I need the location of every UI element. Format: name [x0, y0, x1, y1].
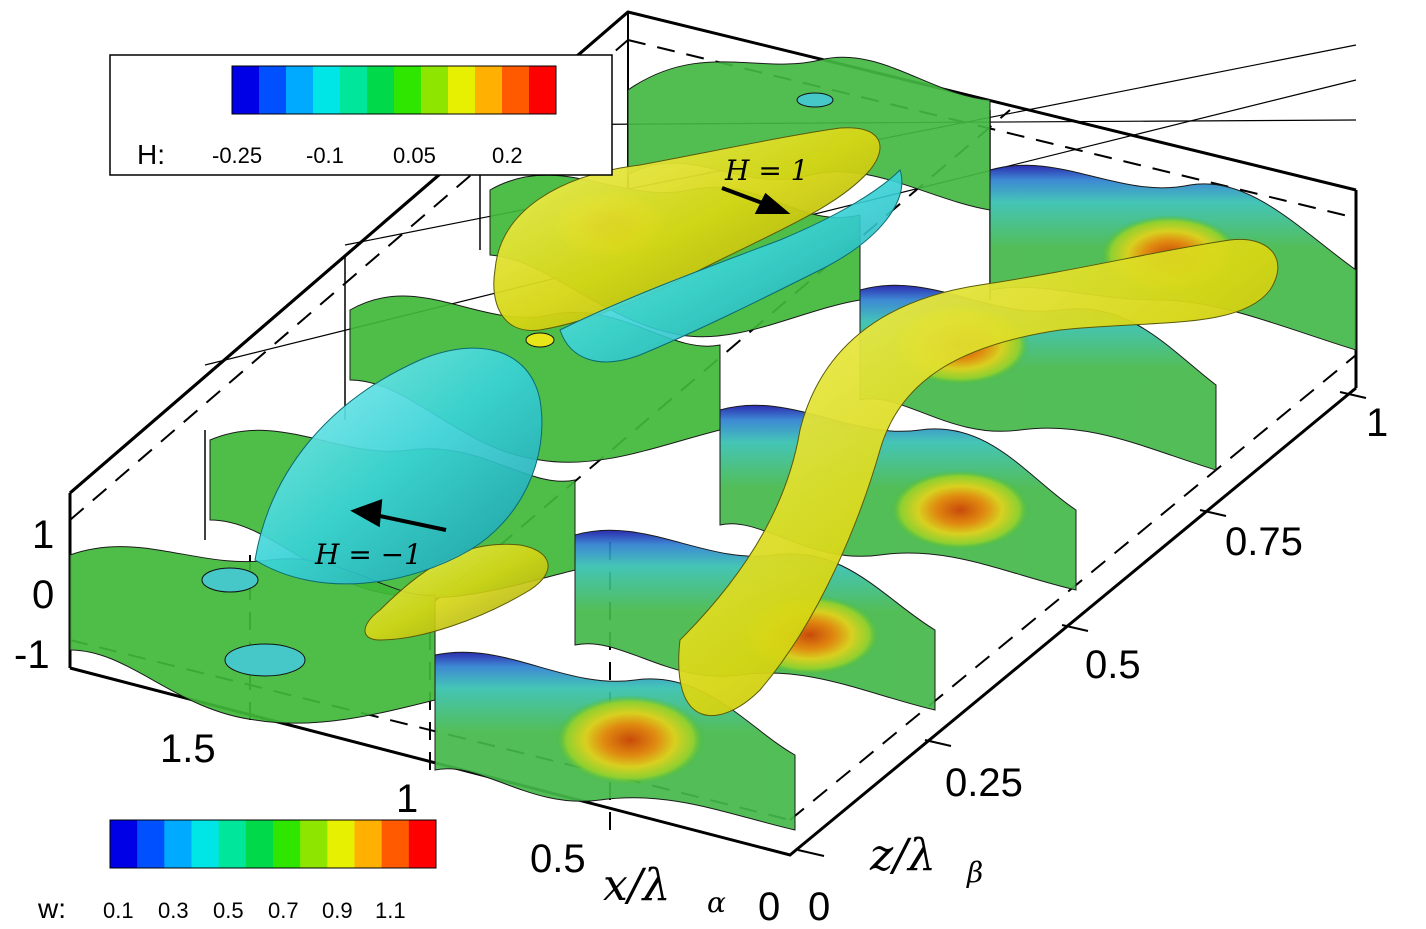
x-tick-0: 0 [758, 885, 780, 929]
colorbar-h-tick-2: 0.05 [393, 143, 436, 168]
colorbar-w-swatch-9 [354, 820, 383, 868]
box-axis-mark-4 [924, 739, 952, 747]
cyan-spot-2 [201, 567, 259, 593]
h-negative-label: H = −1 [314, 538, 422, 571]
z-axis-label-sub: β [966, 856, 983, 889]
colorbar-h-swatch-1 [259, 66, 287, 114]
colorbar-w-swatch-4 [218, 820, 247, 868]
colorbar-h-swatch-5 [367, 66, 395, 114]
colorbar-h-swatch-4 [340, 66, 368, 114]
x-tick-1: 1 [396, 777, 418, 821]
colorbar-w-swatch-frame [109, 819, 437, 869]
colorbar-w-tick-4: 0.9 [322, 898, 353, 923]
colorbar-h-swatch-8 [448, 66, 476, 114]
yellow-tube-long [678, 238, 1279, 717]
hotspot-mid [890, 470, 1030, 550]
box-bottom-front-edge [69, 386, 1357, 857]
colorbar-w-tick-0: 0.1 [103, 898, 134, 923]
colorbar-h-legend: H: -0.25 -0.1 0.05 0.2 [109, 54, 613, 176]
x-tick-1-5: 1.5 [160, 727, 216, 771]
colorbar-w-swatch-10 [381, 820, 410, 868]
y-tick-0: 0 [32, 573, 54, 617]
arrow-pos-shaft [721, 186, 766, 206]
colorbar-h-tick-3: 0.2 [492, 143, 523, 168]
vorticity-arrows [350, 186, 791, 532]
y-tick-1: 1 [32, 513, 54, 557]
colorbar-w-swatch-8 [327, 820, 355, 868]
colorbar-w-tick-2: 0.5 [213, 898, 244, 923]
cyan-spot-3 [796, 92, 834, 108]
z-axis-label: z/λ β [869, 830, 983, 889]
colorbar-h-swatch-3 [313, 66, 341, 114]
vortex-tubes [254, 127, 1279, 717]
colorbar-w-swatch-7 [300, 820, 328, 868]
y-tick-neg1: -1 [14, 633, 50, 677]
z-tick-0-25: 0.25 [945, 761, 1023, 805]
colorbar-h-swatch-7 [421, 66, 449, 114]
colorbar-h-tick-0: -0.25 [212, 143, 262, 168]
colorbar-h-swatches [231, 65, 557, 115]
colorbar-w-swatch-11 [408, 820, 437, 868]
h-positive-label: H = 1 [724, 154, 809, 187]
z-tick-0-75: 0.75 [1225, 520, 1303, 564]
colorbar-w-swatches [109, 819, 437, 869]
box-axis-mark-2 [1199, 509, 1227, 517]
x-tick-0-5: 0.5 [530, 837, 586, 881]
arrow-pos-head [754, 192, 791, 214]
colorbar-w-swatch-0 [110, 820, 138, 868]
z-axis-ticks: 0 0.25 0.5 0.75 1 [808, 401, 1388, 929]
box-axis-mark-5 [797, 849, 825, 857]
x-axis-label-sub: α [707, 886, 726, 919]
x-axis-label: x/λ α [603, 860, 726, 919]
x-axis-ticks: 0 0.5 1 1.5 [160, 727, 780, 929]
yellow-spot-1 [525, 332, 555, 348]
z-tick-0-5: 0.5 [1085, 643, 1141, 687]
colorbar-w-tick-1: 0.3 [158, 898, 189, 923]
colorbar-w-swatch-5 [245, 820, 274, 868]
colorbar-w-swatch-6 [273, 820, 301, 868]
colorbar-h-swatch-9 [475, 66, 503, 114]
colorbar-h-swatch-11 [529, 66, 557, 114]
colorbar-h-swatch-frame [231, 65, 557, 115]
colorbar-h-swatch-10 [502, 66, 530, 114]
colorbar-w-swatch-2 [164, 820, 192, 868]
z-tick-0: 0 [808, 885, 830, 929]
yellow-tube-upper [493, 127, 881, 331]
cyan-spot-1 [224, 643, 306, 677]
colorbar-h-tick-1: -0.1 [306, 143, 344, 168]
colorbar-h-swatch-0 [232, 66, 260, 114]
cyan-tube-upper [559, 169, 903, 363]
z-tick-1: 1 [1366, 401, 1388, 445]
colorbar-h-swatch-6 [394, 66, 422, 114]
colorbar-w-title: w: [37, 893, 66, 924]
hotspot-front [555, 695, 705, 785]
colorbar-w-legend: w: 0.1 0.3 0.5 0.7 0.9 1.1 [37, 819, 437, 924]
cyan-tube-lower [254, 347, 543, 585]
z-axis-label-main: z/λ [869, 830, 936, 881]
colorbar-h-swatch-2 [286, 66, 314, 114]
arrow-neg-shaft [374, 513, 447, 532]
x-axis-label-main: x/λ [603, 860, 671, 911]
colorbar-w-tick-5: 1.1 [375, 898, 406, 923]
colorbar-w-swatch-3 [191, 820, 220, 868]
arrow-neg-head [350, 499, 383, 528]
colorbar-w-swatch-1 [137, 820, 165, 868]
y-axis-ticks: 1 0 -1 [14, 513, 54, 677]
colorbar-h-title: H: [137, 139, 165, 170]
colorbar-w-tick-3: 0.7 [268, 898, 299, 923]
box-axis-mark-1 [1339, 391, 1367, 399]
box-axis-mark-3 [1061, 624, 1089, 632]
